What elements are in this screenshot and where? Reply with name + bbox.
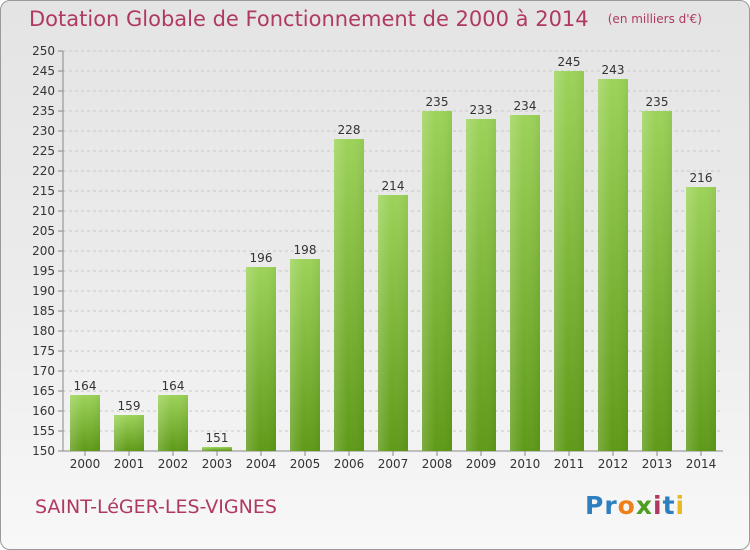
bar-shine <box>466 119 496 451</box>
bar-shine <box>158 395 188 451</box>
bar-shine <box>598 79 628 451</box>
x-tick-label: 2001 <box>114 457 145 471</box>
bar-shine <box>510 115 540 451</box>
y-tick-label: 155 <box>32 424 55 438</box>
data-label: 233 <box>470 103 493 117</box>
y-tick-label: 170 <box>32 364 55 378</box>
data-label: 228 <box>338 123 361 137</box>
chart-unit: (en milliers d'€) <box>607 12 702 26</box>
data-label: 216 <box>690 171 713 185</box>
axes: 150 155 160 165 170 175 180 185 190 195 200 205 210 2… <box>32 44 723 458</box>
logo-part: x <box>635 491 653 520</box>
x-tick-label: 2007 <box>378 457 409 471</box>
chart-title-block: Dotation Globale de Fonctionnement de 20… <box>29 7 702 31</box>
y-tick-label: 165 <box>32 384 55 398</box>
y-tick-label: 235 <box>32 104 55 118</box>
data-label: 235 <box>646 95 669 109</box>
data-label: 214 <box>382 179 405 193</box>
logo-part: o <box>617 491 636 520</box>
bar-shine <box>642 111 672 451</box>
bar-shine <box>290 259 320 451</box>
bar-shine <box>686 187 716 451</box>
data-label: 164 <box>74 379 97 393</box>
chart-title: Dotation Globale de Fonctionnement de 20… <box>29 7 589 31</box>
y-tick-label: 195 <box>32 264 55 278</box>
bar-shine <box>378 195 408 451</box>
bar-shine <box>554 71 584 451</box>
y-tick-label: 220 <box>32 164 55 178</box>
y-tick-label: 215 <box>32 184 55 198</box>
data-label: 245 <box>558 55 581 69</box>
bar-shine <box>246 267 276 451</box>
x-tick-label: 2012 <box>598 457 629 471</box>
logo-part: t <box>662 491 676 520</box>
x-tick-label: 2009 <box>466 457 497 471</box>
y-tick-label: 185 <box>32 304 55 318</box>
x-tick-label: 2011 <box>554 457 585 471</box>
bar-shine <box>70 395 100 451</box>
data-label: 196 <box>250 251 273 265</box>
x-tick-label: 2006 <box>334 457 365 471</box>
bar-shine <box>114 415 144 451</box>
x-tick-label: 2003 <box>202 457 233 471</box>
data-label: 164 <box>162 379 185 393</box>
x-tick-label: 2002 <box>158 457 189 471</box>
y-tick-label: 240 <box>32 84 55 98</box>
x-tick-label: 2005 <box>290 457 321 471</box>
x-tick-label: 2000 <box>70 457 101 471</box>
bar-shine <box>202 447 232 451</box>
logo-part: Pr <box>585 491 618 520</box>
y-tick-label: 210 <box>32 204 55 218</box>
y-tick-label: 205 <box>32 224 55 238</box>
y-tick-label: 160 <box>32 404 55 418</box>
y-tick-label: 180 <box>32 324 55 338</box>
x-tick-label: 2013 <box>642 457 673 471</box>
data-label: 151 <box>206 431 229 445</box>
y-tick-label: 175 <box>32 344 55 358</box>
logo-part: i <box>652 491 663 520</box>
labels: 164 2000 159 2001 164 2002 151 2003 196 2004 198 20… <box>70 55 717 471</box>
y-tick-label: 200 <box>32 244 55 258</box>
y-tick-label: 150 <box>32 444 55 458</box>
y-tick-label: 190 <box>32 284 55 298</box>
proxiti-logo[interactable]: Proxiti <box>585 491 685 520</box>
logo-part: i <box>675 491 686 520</box>
y-tick-label: 245 <box>32 64 55 78</box>
data-label: 198 <box>294 243 317 257</box>
data-label: 235 <box>426 95 449 109</box>
commune-name: SAINT-LéGER-LES-VIGNES <box>35 496 277 518</box>
data-label: 234 <box>514 99 537 113</box>
bar-shine <box>334 139 364 451</box>
x-tick-label: 2010 <box>510 457 541 471</box>
bars <box>70 71 716 451</box>
x-tick-label: 2008 <box>422 457 453 471</box>
y-tick-label: 225 <box>32 144 55 158</box>
data-label: 159 <box>118 399 141 413</box>
x-tick-label: 2014 <box>686 457 717 471</box>
data-label: 243 <box>602 63 625 77</box>
x-tick-label: 2004 <box>246 457 277 471</box>
y-tick-label: 230 <box>32 124 55 138</box>
bar-shine <box>422 111 452 451</box>
y-tick-label: 250 <box>32 44 55 58</box>
